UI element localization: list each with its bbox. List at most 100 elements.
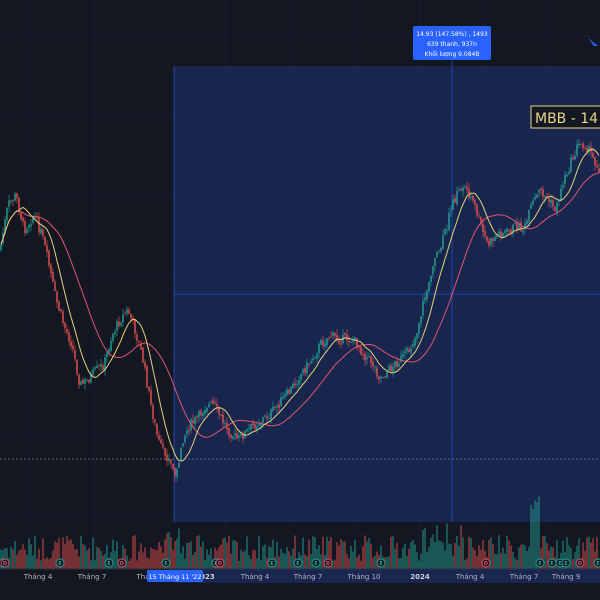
candle-body bbox=[182, 443, 184, 447]
event-marker[interactable]: D bbox=[323, 558, 333, 568]
candle-body bbox=[34, 216, 36, 218]
time-axis-label: Tháng 10 bbox=[346, 573, 380, 581]
volume-bar bbox=[458, 545, 460, 569]
candle-body bbox=[114, 331, 116, 334]
volume-bar bbox=[434, 541, 436, 569]
candle-body bbox=[248, 427, 250, 429]
candle-body bbox=[512, 224, 514, 234]
candle-body bbox=[66, 329, 68, 333]
candle-body bbox=[384, 376, 386, 378]
candle-body bbox=[216, 403, 218, 407]
volume-bar bbox=[330, 537, 332, 569]
volume-bar bbox=[80, 536, 82, 569]
candle-body bbox=[468, 188, 470, 199]
volume-bar bbox=[422, 530, 424, 569]
event-marker[interactable]: E bbox=[535, 558, 545, 568]
candle-body bbox=[358, 346, 360, 348]
volume-bar bbox=[480, 549, 482, 569]
event-marker[interactable]: E bbox=[561, 558, 571, 568]
volume-bar bbox=[502, 547, 504, 569]
volume-bar bbox=[452, 555, 454, 569]
volume-bar bbox=[100, 551, 102, 569]
time-axis-label: Tháng 7 bbox=[293, 573, 323, 581]
candle-body bbox=[438, 250, 440, 252]
crosshair-date-badge: 15 Tháng 11 '22 bbox=[147, 570, 203, 582]
candle-body bbox=[222, 414, 224, 424]
volume-bar bbox=[314, 537, 316, 569]
volume-bar bbox=[292, 548, 294, 569]
candle-body bbox=[464, 185, 466, 187]
event-marker[interactable]: E bbox=[267, 558, 277, 568]
candle-body bbox=[426, 290, 428, 299]
ma-fast-line bbox=[0, 148, 600, 462]
event-marker[interactable]: E bbox=[311, 558, 321, 568]
candle-body bbox=[22, 218, 24, 222]
candle-body bbox=[42, 229, 44, 236]
candle-body bbox=[24, 221, 26, 234]
candle-body bbox=[448, 212, 450, 231]
event-marker[interactable]: E bbox=[161, 558, 171, 568]
candle-body bbox=[152, 404, 154, 419]
event-marker[interactable]: E bbox=[376, 558, 386, 568]
volume-bar bbox=[268, 546, 270, 569]
volume-bar bbox=[54, 541, 56, 569]
candle-body bbox=[40, 228, 42, 234]
candle-body bbox=[156, 423, 158, 435]
volume-bar bbox=[150, 547, 152, 569]
volume-bar bbox=[160, 546, 162, 569]
candle-body bbox=[502, 232, 504, 237]
volume-bar bbox=[354, 539, 356, 569]
volume-bar bbox=[576, 545, 578, 569]
candle-body bbox=[450, 210, 452, 212]
volume-bar bbox=[170, 537, 172, 569]
volume-bar bbox=[234, 540, 236, 569]
candle-body bbox=[316, 353, 318, 359]
candle-body bbox=[214, 402, 216, 404]
candle-body bbox=[504, 230, 506, 234]
candle-body bbox=[538, 189, 540, 193]
candle-body bbox=[164, 447, 166, 456]
volume-bar bbox=[450, 544, 452, 569]
volume-bar bbox=[140, 543, 142, 569]
event-marker[interactable]: D bbox=[575, 558, 585, 568]
volume-bar bbox=[128, 560, 130, 569]
volume-bar bbox=[586, 537, 588, 569]
event-marker[interactable]: D bbox=[0, 558, 10, 568]
volume-bar bbox=[584, 550, 586, 569]
candle-body bbox=[488, 240, 490, 246]
event-marker[interactable]: E bbox=[293, 558, 303, 568]
event-marker[interactable]: D bbox=[117, 558, 127, 568]
event-marker[interactable]: D bbox=[215, 558, 225, 568]
candle-body bbox=[332, 332, 334, 337]
volume-bar bbox=[498, 535, 500, 569]
candle-body bbox=[220, 414, 222, 416]
symbol-label-box[interactable]: MBB - 14 bbox=[530, 105, 600, 129]
candle-body bbox=[350, 341, 352, 343]
volume-bar bbox=[86, 550, 88, 569]
volume-bar bbox=[222, 538, 224, 569]
event-marker[interactable]: E bbox=[555, 558, 565, 568]
volume-bar bbox=[206, 549, 208, 569]
event-marker[interactable]: E bbox=[547, 558, 557, 568]
volume-bar bbox=[462, 537, 464, 569]
event-marker[interactable]: E bbox=[55, 558, 65, 568]
candle-body bbox=[478, 215, 480, 217]
volume-bar bbox=[260, 560, 262, 569]
volume-bar bbox=[404, 543, 406, 569]
event-marker[interactable]: E bbox=[104, 558, 114, 568]
candle-body bbox=[268, 417, 270, 419]
volume-bar bbox=[96, 547, 98, 569]
candle-body bbox=[68, 332, 70, 342]
event-marker[interactable]: E bbox=[593, 558, 600, 568]
candle-body bbox=[508, 229, 510, 231]
candle-body bbox=[300, 373, 302, 380]
event-marker[interactable]: D bbox=[481, 558, 491, 568]
volume-bar bbox=[228, 535, 230, 569]
candle-body bbox=[130, 313, 132, 319]
volume-bar bbox=[346, 554, 348, 569]
volume-bar bbox=[48, 559, 50, 569]
candle-body bbox=[562, 185, 564, 189]
volume-bar bbox=[192, 555, 194, 569]
